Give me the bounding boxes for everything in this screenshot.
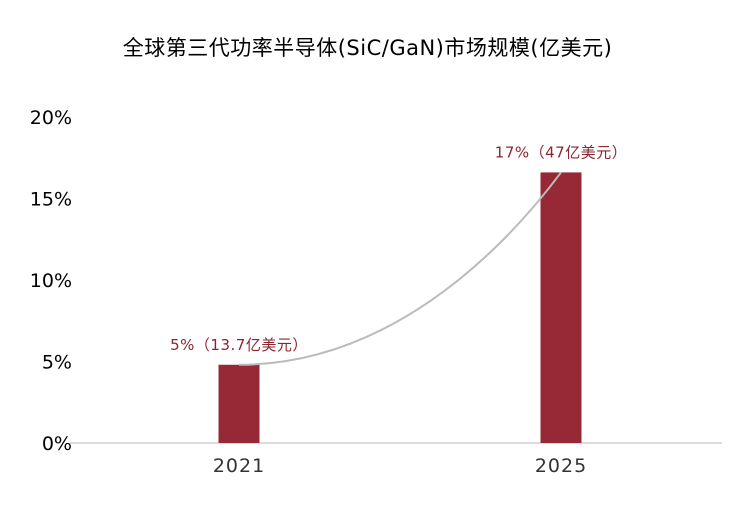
data-label: 17%（47亿美元） [495,143,627,161]
data-label: 5%（13.7亿美元） [170,336,308,354]
x-tick-label: 2025 [535,455,587,477]
bar [540,172,582,444]
y-tick-label: 20% [30,107,72,129]
y-tick-label: 10% [30,270,72,292]
trend-curve [238,171,562,366]
y-tick-label: 0% [42,433,72,455]
x-tick-label: 2021 [213,455,265,477]
chart-title: 全球第三代功率半导体(SiC/GaN)市场规模(亿美元) [122,36,613,60]
y-tick-label: 15% [30,189,72,211]
bar [218,364,260,443]
y-tick-label: 5% [42,352,72,374]
